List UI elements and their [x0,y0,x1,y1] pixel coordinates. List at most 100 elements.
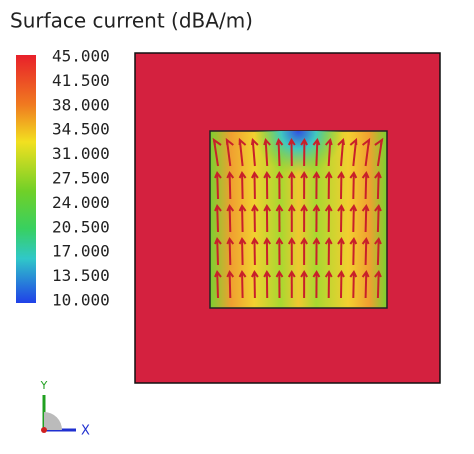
arrow-head [374,237,382,245]
arrow [352,205,355,233]
arrow-head [275,270,284,278]
arrow [352,172,355,200]
arrow-head [275,237,284,245]
arrow [228,172,232,200]
arrow-head [312,270,321,278]
arrow-head [250,137,259,146]
arrow-head [238,237,247,245]
arrow-head [361,171,370,179]
arrow [228,271,232,299]
arrow [364,205,368,233]
arrow-head [349,171,358,179]
arrow-head [361,137,371,146]
arrow-head [226,204,235,212]
aperture-shade [210,131,387,308]
arrow-head [312,237,321,245]
title: Surface current (dBA/m) [10,9,253,33]
legend-label: 31.000 [52,144,110,163]
arrow-head [238,137,247,146]
legend-label: 13.500 [52,266,110,285]
arrow [352,271,355,299]
arrow [327,139,332,167]
arrow-head [238,270,247,278]
arrow-head [212,137,222,146]
arrow-head [349,204,358,212]
arrow [216,271,219,299]
arrow-head [287,237,296,245]
current-arrows [212,137,384,299]
arrow [228,238,232,266]
arrow [277,139,281,167]
arrow-head [287,171,296,179]
arrow-head [361,270,370,278]
arrow-head [300,171,308,179]
arrow-head [374,204,382,212]
arrow-head [349,237,358,245]
arrow [376,172,380,200]
arrow [251,139,256,167]
arrow [376,238,380,266]
arrow-head [349,270,358,278]
arrow [216,172,219,200]
arrow [340,139,345,167]
arrow-head [374,137,384,146]
arrow-head [361,204,370,212]
arrow-head [300,237,308,245]
arrow-head [312,204,321,212]
arrow-head [287,138,296,146]
arrow-head [324,270,333,278]
arrow-head [263,270,272,278]
axis-label-x: X [81,424,90,439]
legend-label: 41.500 [52,71,110,90]
arrow-head [251,237,259,245]
arrow-head [300,138,308,146]
arrow-head [312,138,321,146]
arrow-head [214,204,222,212]
arrow [376,205,380,233]
arrow-head [337,204,345,212]
legend-label: 10.000 [52,291,110,310]
arrow-head [263,171,272,179]
arrow-head [337,137,345,146]
legend-label: 24.000 [52,193,110,212]
arrow-head [251,171,259,179]
legend-label: 38.000 [52,95,110,114]
arrow-head [287,270,296,278]
arrow [352,238,355,266]
arrow-head [300,270,308,278]
axis-triad: Y X [40,379,90,439]
arrow-head [324,204,333,212]
color-bar [16,55,36,303]
legend-label: 17.000 [52,242,110,261]
arrow-head [275,138,284,146]
arrow-head [287,204,296,212]
arrow [241,271,244,299]
legend-label: 27.500 [52,169,110,188]
arrow-head [226,171,235,179]
arrow [216,238,219,266]
arrow-head [300,204,308,212]
arrow-head [374,270,382,278]
arrow-head [251,204,259,212]
arrow-head [361,237,370,245]
arrow-head [238,204,247,212]
arrow-head [263,204,272,212]
arrow-head [251,270,259,278]
axis-label-y: Y [40,379,48,392]
arrow [228,205,232,233]
arrow-head [238,171,247,179]
arrow-head [214,171,222,179]
arrow [241,238,244,266]
arrow [241,205,244,233]
arrow-head [349,137,358,146]
arrow-head [263,237,272,245]
arrow [216,205,219,233]
arrow [315,139,319,167]
arrow-head [275,171,284,179]
arrow-head [337,270,345,278]
arrow [241,172,244,200]
arrow [364,271,368,299]
arrow-head [263,138,271,146]
arrow-head [226,237,235,245]
